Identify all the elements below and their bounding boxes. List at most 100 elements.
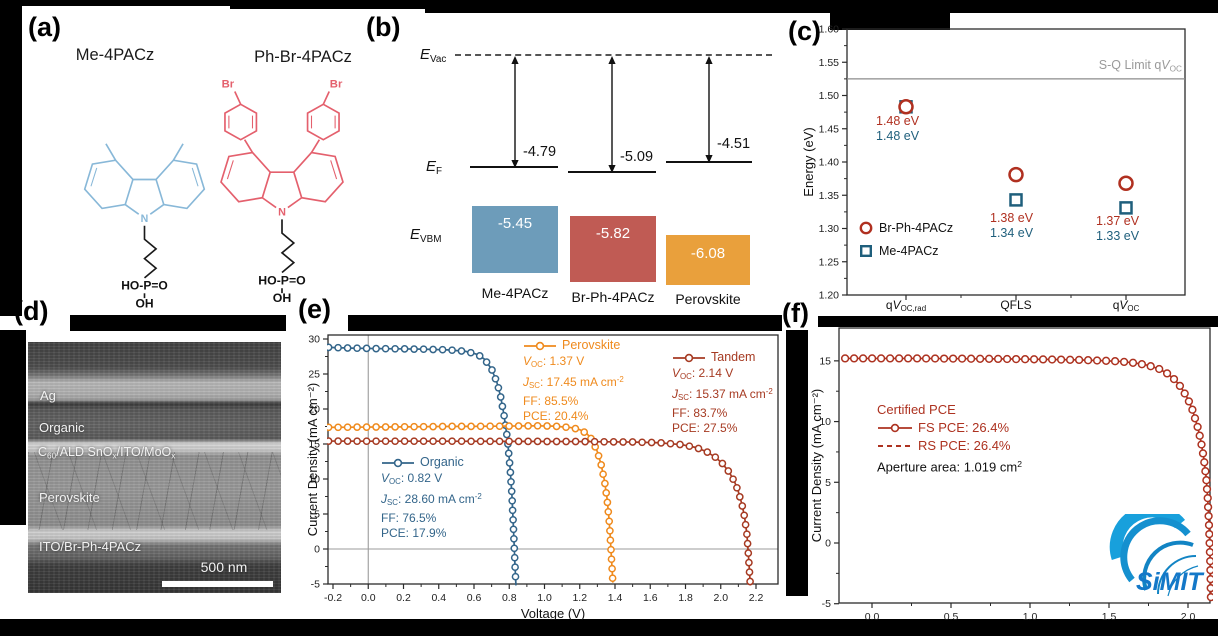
axes: 1.20 1.25 1.30 1.35 1.40 1.45 1.50 1.55 1.60 Ener… bbox=[801, 24, 1186, 302]
metric-voc: VOC: 0.82 V bbox=[381, 470, 443, 486]
series-name: Organic bbox=[420, 455, 464, 469]
evac-label: EVac bbox=[420, 46, 447, 65]
series-name: Perovskite bbox=[562, 338, 621, 352]
metric-pce: PCE: 20.4% bbox=[523, 409, 589, 424]
vacuum-level-line bbox=[455, 54, 772, 56]
svg-text:0.6: 0.6 bbox=[467, 592, 482, 604]
metric-pce: PCE: 17.9% bbox=[381, 526, 447, 541]
svg-text:10: 10 bbox=[308, 474, 320, 486]
metric-jsc: JSC: 15.37 mA cm-2 bbox=[672, 387, 773, 403]
annotation-qvoc: 1.37 eV 1.33 eV bbox=[1096, 214, 1139, 244]
svg-text:10: 10 bbox=[819, 416, 831, 428]
qvoc-scatter-chart: 1.20 1.25 1.30 1.35 1.40 1.45 1.50 1.55 1.60 Ener… bbox=[801, 24, 1186, 302]
series-organic bbox=[327, 343, 520, 586]
svg-text:1.50: 1.50 bbox=[819, 90, 840, 102]
svg-text:1.35: 1.35 bbox=[819, 190, 840, 202]
ef-label: EF bbox=[426, 158, 443, 177]
svg-text:20: 20 bbox=[308, 404, 320, 416]
svg-text:1.25: 1.25 bbox=[819, 256, 840, 268]
metric-ff: FF: 76.5% bbox=[381, 510, 437, 525]
panel-a: Me-4PACz Ph-Br-4PACz N HO-P=O OH bbox=[22, 6, 360, 316]
line-circle-marker-icon bbox=[524, 341, 556, 350]
molecule-name-phbr4pacz: Ph-Br-4PACz bbox=[254, 48, 352, 66]
svg-text:1.4: 1.4 bbox=[608, 592, 623, 604]
svg-text:1.55: 1.55 bbox=[819, 57, 840, 69]
ef-value-brph4pacz: -5.09 bbox=[620, 149, 654, 165]
svg-text:2.0: 2.0 bbox=[713, 592, 728, 604]
svg-text:5: 5 bbox=[825, 477, 831, 489]
annotation-red: 1.38 eV bbox=[990, 211, 1034, 225]
ef-value-me4pacz: -4.79 bbox=[523, 144, 557, 160]
legend-block-tandem: Tandem VOC: 2.14 V JSC: 15.37 mA cm-2 FF… bbox=[672, 350, 773, 437]
panel-label-e: (e) bbox=[298, 294, 331, 324]
annotation-qfls: 1.38 eV 1.34 eV bbox=[990, 211, 1033, 241]
annotation-blue: 1.34 eV bbox=[990, 226, 1034, 240]
series-brph4pacz bbox=[898, 99, 1134, 192]
open-square-marker-icon bbox=[860, 245, 873, 258]
svg-text:0.0: 0.0 bbox=[865, 611, 880, 620]
divider bbox=[786, 330, 808, 596]
annotation-red: 1.37 eV bbox=[1096, 214, 1140, 228]
certified-pce-legend: Certified PCE FS PCE: 26.4% RS PCE: 26.4… bbox=[877, 401, 1022, 476]
work-function-arrow bbox=[511, 56, 519, 168]
category-label-qfls: QFLS bbox=[1000, 298, 1032, 312]
svg-text:0.8: 0.8 bbox=[502, 592, 517, 604]
divider bbox=[830, 13, 950, 30]
bromine-label: Br bbox=[222, 79, 235, 91]
svg-text:1.30: 1.30 bbox=[819, 223, 840, 235]
svg-text:1.60: 1.60 bbox=[819, 24, 840, 36]
svg-text:Current Density (mA cm⁻²): Current Density (mA cm⁻²) bbox=[809, 389, 824, 543]
panel-d: Ag Organic C60/ALD SnOx/ITO/MoOx Perovsk… bbox=[0, 292, 300, 620]
vbm-value: -5.45 bbox=[497, 215, 533, 232]
work-function-arrow bbox=[608, 56, 616, 173]
panel-label-c: (c) bbox=[788, 16, 821, 46]
svg-text:1.45: 1.45 bbox=[819, 123, 840, 135]
logo-swoosh-icon bbox=[1109, 514, 1199, 597]
series-tandem bbox=[327, 437, 754, 586]
vbm-box-brph4pacz: -5.82 bbox=[570, 216, 656, 282]
open-circle-marker-icon bbox=[859, 221, 873, 235]
layer-label-perovskite: Perovskite bbox=[39, 490, 100, 505]
molecule-structure-phbr4pacz: Br Br N HO-P=O OH bbox=[220, 79, 344, 302]
material-name: Me-4PACz bbox=[481, 285, 549, 301]
jv-curves-chart: -0.2 0.0 0.2 0.4 0.6 0.8 1.0 1.2 1.4 1.6 1.8 2.0 2.2… bbox=[305, 334, 779, 621]
scale-bar-label: 500 nm bbox=[200, 559, 248, 575]
legend-title-row: Organic bbox=[381, 455, 482, 471]
legend-item-brph4pacz: Br-Ph-4PACz bbox=[858, 220, 953, 236]
nitrogen-label: N bbox=[141, 213, 149, 225]
carbazole-rings bbox=[220, 91, 344, 209]
scatter-legend: Br-Ph-4PACz Me-4PACz bbox=[858, 220, 953, 266]
fermi-line-me4pacz bbox=[470, 166, 558, 168]
svg-text:2.2: 2.2 bbox=[749, 592, 764, 604]
metric-voc: VOC: 2.14 V bbox=[672, 365, 734, 381]
panel-c: 1.20 1.25 1.30 1.35 1.40 1.45 1.50 1.55 1.60 Ener… bbox=[786, 6, 1218, 313]
scale-bar bbox=[162, 581, 273, 587]
hydroxyl-text: OH bbox=[273, 291, 292, 302]
svg-text:15: 15 bbox=[308, 439, 320, 451]
panel-b: EVac EF EVBM -4.79 -5.09 -4.51 -5.45 -5.… bbox=[360, 6, 786, 316]
aperture-area-note: Aperture area: 1.019 cm2 bbox=[877, 459, 1022, 475]
divider bbox=[818, 316, 1218, 327]
layer-label-ag: Ag bbox=[40, 388, 56, 403]
panel-label-f: (f) bbox=[782, 298, 809, 328]
divider bbox=[425, 0, 1218, 13]
certified-jv-chart: 0.0 0.5 1.0 1.5 2.0 -5 0 5 10 15 Current Density (… bbox=[809, 327, 1213, 623]
svg-text:1.0: 1.0 bbox=[537, 592, 552, 604]
svg-text:Energy (eV): Energy (eV) bbox=[801, 127, 816, 196]
metric-jsc: JSC: 17.45 mA cm-2 bbox=[523, 375, 624, 391]
annotation-blue: 1.48 eV bbox=[876, 129, 920, 143]
svg-text:0.0: 0.0 bbox=[361, 592, 376, 604]
carbazole-rings bbox=[83, 143, 206, 215]
layer-label-organic: Organic bbox=[39, 420, 85, 435]
legend-label: RS PCE: 26.4% bbox=[918, 438, 1011, 453]
legend-item-fs: FS PCE: 26.4% bbox=[877, 419, 1022, 437]
simit-logo: SiMIT bbox=[1109, 514, 1205, 597]
phosphonic-chain bbox=[280, 219, 296, 294]
phosphonic-acid-text: HO-P=O bbox=[258, 273, 306, 287]
panel-label-a: (a) bbox=[28, 12, 61, 42]
svg-text:30: 30 bbox=[308, 334, 320, 346]
layer-label-ito-brph4pacz: ITO/Br-Ph-4PACz bbox=[39, 539, 142, 554]
metric-voc: VOC: 1.37 V bbox=[523, 353, 585, 369]
svg-text:-5: -5 bbox=[311, 579, 320, 591]
svg-text:1.2: 1.2 bbox=[572, 592, 587, 604]
